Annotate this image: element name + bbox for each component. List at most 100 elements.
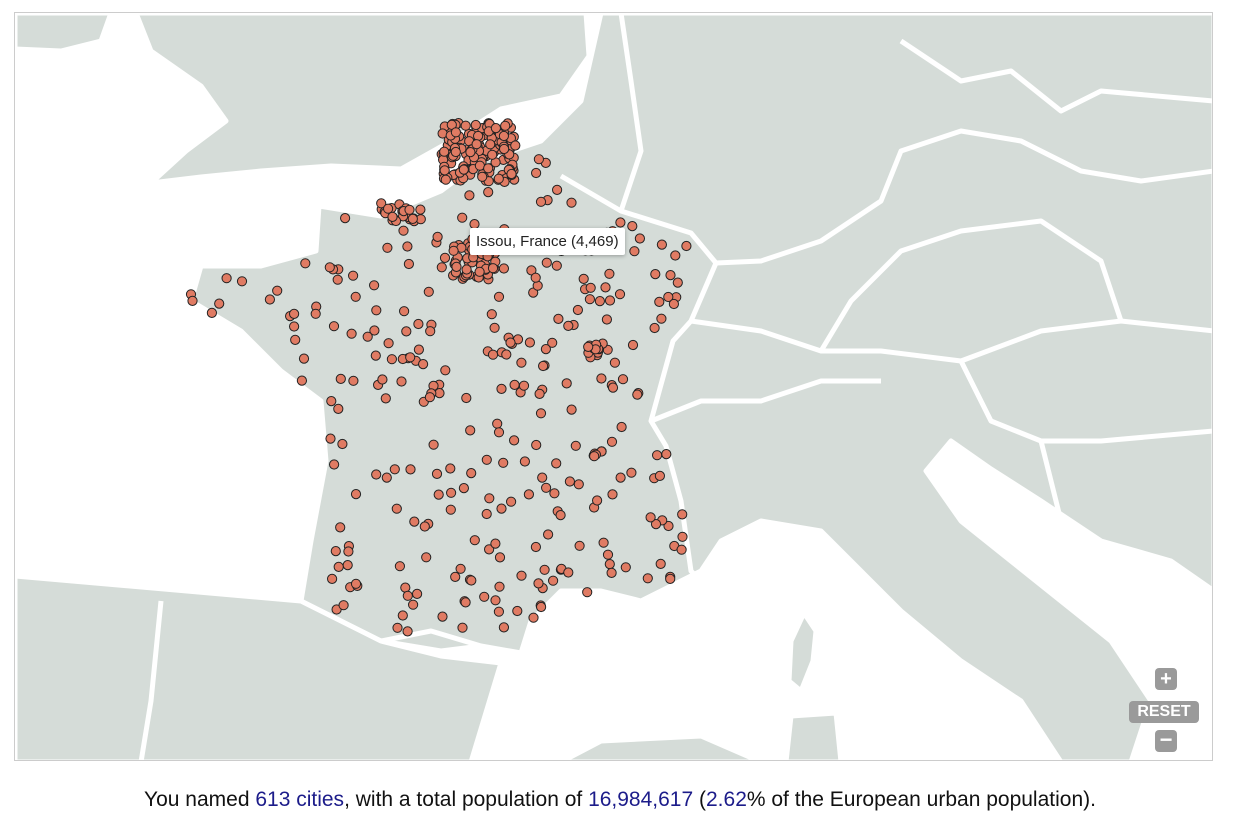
city-dot[interactable]	[460, 597, 471, 608]
city-dot[interactable]	[477, 171, 488, 182]
city-dot[interactable]	[506, 496, 517, 507]
city-dot[interactable]	[654, 470, 666, 481]
city-dot[interactable]	[602, 549, 614, 560]
city-dot[interactable]	[424, 392, 435, 403]
city-dot[interactable]	[541, 482, 552, 493]
city-dot[interactable]	[404, 204, 415, 215]
city-dot[interactable]	[386, 354, 397, 365]
city-dot[interactable]	[677, 531, 688, 542]
city-dot[interactable]	[677, 509, 688, 520]
city-dot[interactable]	[607, 382, 619, 393]
city-dot[interactable]	[457, 212, 468, 223]
city-dot[interactable]	[236, 276, 248, 287]
city-dot[interactable]	[206, 307, 217, 318]
city-dot[interactable]	[461, 392, 472, 404]
city-dot[interactable]	[221, 273, 232, 284]
city-dot[interactable]	[604, 268, 615, 279]
city-dot[interactable]	[450, 127, 461, 138]
city-dot[interactable]	[484, 544, 495, 555]
city-dot[interactable]	[533, 578, 544, 589]
city-dot[interactable]	[346, 328, 357, 339]
city-dot[interactable]	[470, 119, 481, 131]
city-dot[interactable]	[300, 258, 311, 269]
city-dot[interactable]	[500, 120, 511, 131]
city-dot[interactable]	[530, 272, 541, 283]
city-dot[interactable]	[337, 438, 348, 450]
city-dot[interactable]	[670, 250, 681, 261]
city-dot[interactable]	[494, 552, 506, 563]
city-dot[interactable]	[530, 541, 542, 553]
city-dot[interactable]	[509, 379, 520, 390]
city-dot[interactable]	[483, 163, 494, 174]
city-dot[interactable]	[496, 383, 507, 394]
city-dot[interactable]	[405, 352, 416, 363]
city-dot[interactable]	[601, 314, 613, 325]
city-dot[interactable]	[551, 458, 562, 469]
city-dot[interactable]	[541, 257, 552, 268]
city-dot[interactable]	[369, 325, 380, 336]
city-dot[interactable]	[348, 270, 359, 281]
city-dot[interactable]	[578, 273, 589, 284]
zoom-out[interactable]: −	[1155, 729, 1177, 752]
city-dot[interactable]	[428, 439, 439, 450]
city-dot[interactable]	[650, 519, 662, 530]
city-dot[interactable]	[487, 349, 499, 360]
city-dot[interactable]	[412, 588, 423, 600]
city-dot[interactable]	[490, 538, 501, 549]
city-dot[interactable]	[656, 239, 668, 250]
city-dot[interactable]	[362, 331, 373, 342]
city-dot[interactable]	[272, 285, 283, 296]
city-dot[interactable]	[401, 326, 412, 337]
city-dot[interactable]	[498, 622, 509, 633]
city-dot[interactable]	[421, 552, 432, 563]
city-dot[interactable]	[457, 622, 468, 633]
city-dot[interactable]	[665, 573, 676, 585]
city-dot[interactable]	[645, 512, 656, 523]
city-dot[interactable]	[553, 313, 564, 324]
city-dot[interactable]	[451, 261, 462, 272]
city-dot[interactable]	[533, 154, 545, 165]
city-dot[interactable]	[350, 489, 362, 500]
city-dot[interactable]	[432, 231, 443, 242]
city-dot[interactable]	[516, 570, 527, 581]
city-dot[interactable]	[407, 213, 418, 224]
city-dot[interactable]	[518, 380, 530, 391]
city-dot[interactable]	[543, 529, 554, 540]
city-dot[interactable]	[413, 344, 424, 355]
city-dot[interactable]	[598, 537, 609, 548]
city-dot[interactable]	[531, 167, 542, 179]
city-dot[interactable]	[329, 459, 340, 470]
city-dot[interactable]	[377, 374, 388, 385]
city-dot[interactable]	[498, 130, 509, 142]
city-dot[interactable]	[335, 522, 346, 533]
city-dot[interactable]	[419, 521, 430, 532]
city-dot[interactable]	[524, 337, 536, 348]
city-dot[interactable]	[483, 187, 494, 198]
city-dot[interactable]	[405, 464, 416, 475]
city-dot[interactable]	[326, 396, 337, 407]
city-dot[interactable]	[298, 353, 310, 364]
city-dot[interactable]	[214, 298, 225, 309]
city-dot[interactable]	[409, 516, 420, 527]
city-dot[interactable]	[606, 436, 618, 447]
city-dot[interactable]	[615, 217, 626, 228]
city-dot[interactable]	[592, 495, 603, 506]
city-dot[interactable]	[439, 165, 450, 176]
city-dot[interactable]	[289, 321, 300, 332]
city-dot[interactable]	[403, 258, 414, 270]
city-dot[interactable]	[606, 567, 617, 579]
zoom-in[interactable]: +	[1155, 668, 1177, 690]
city-dot[interactable]	[649, 322, 660, 334]
city-dot[interactable]	[479, 591, 490, 602]
city-dot[interactable]	[439, 146, 450, 157]
city-dot[interactable]	[376, 198, 387, 209]
city-dot[interactable]	[466, 575, 477, 586]
city-dot[interactable]	[523, 489, 535, 500]
city-dot[interactable]	[342, 560, 353, 571]
city-dot[interactable]	[655, 558, 666, 570]
city-dot[interactable]	[310, 308, 321, 319]
city-dot[interactable]	[498, 457, 509, 468]
city-dot[interactable]	[486, 309, 497, 320]
reset-button[interactable]: RESET	[1129, 701, 1199, 723]
city-dot[interactable]	[564, 476, 576, 487]
